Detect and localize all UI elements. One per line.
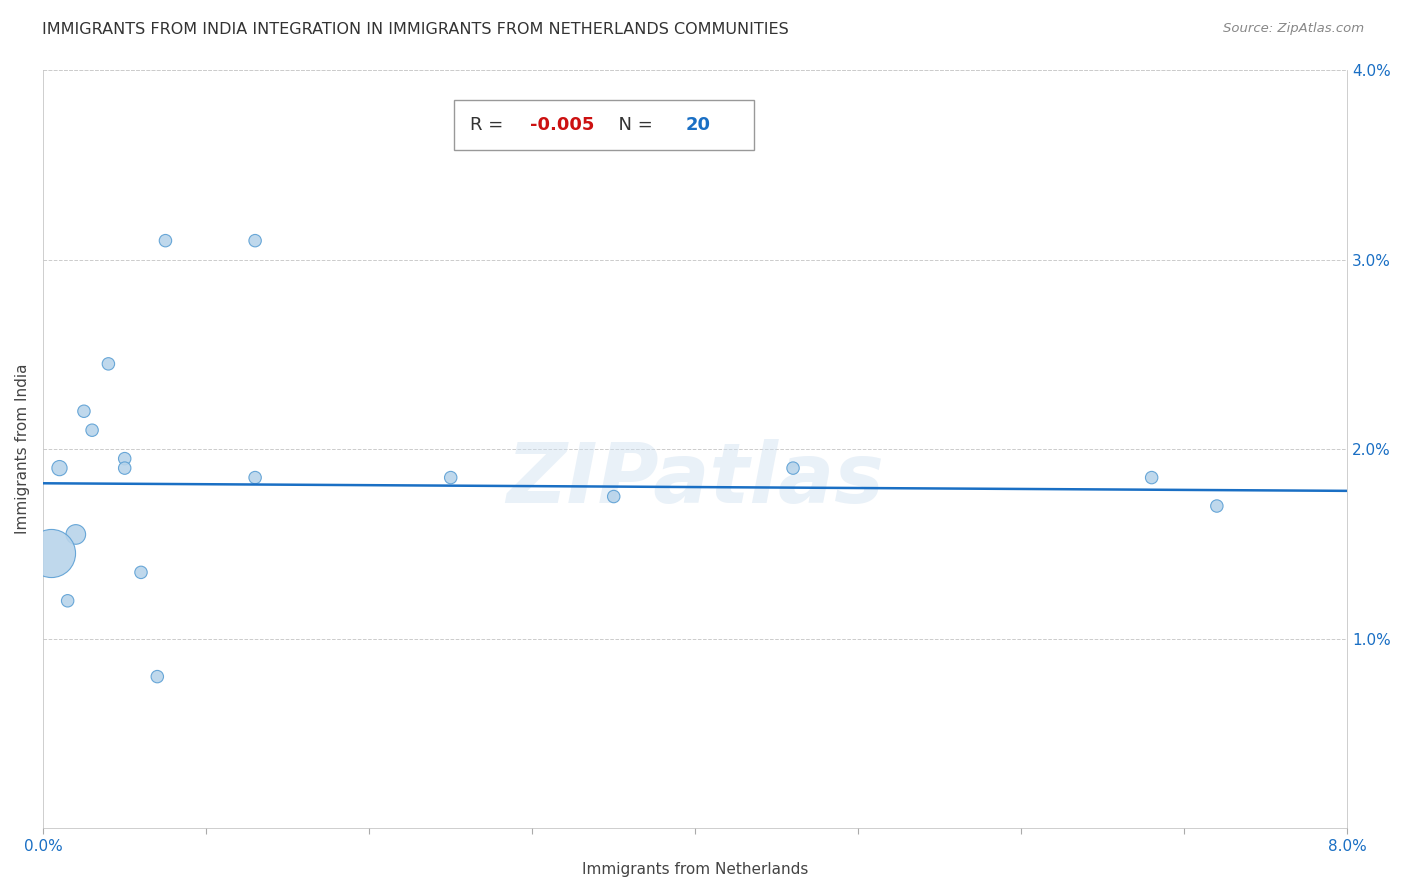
Point — [129, 566, 152, 580]
Text: Source: ZipAtlas.com: Source: ZipAtlas.com — [1223, 22, 1364, 36]
Point — [73, 404, 96, 418]
Point — [97, 357, 120, 371]
Point — [146, 670, 169, 684]
Point — [48, 461, 70, 475]
Point — [1205, 499, 1227, 513]
Point — [41, 546, 63, 560]
Y-axis label: Immigrants from India: Immigrants from India — [15, 364, 30, 534]
Point — [603, 490, 626, 504]
Text: -0.005: -0.005 — [530, 116, 593, 134]
Text: ZIPatlas: ZIPatlas — [506, 439, 884, 520]
Point — [1140, 470, 1163, 484]
Text: 20: 20 — [686, 116, 711, 134]
Point — [56, 594, 79, 608]
FancyBboxPatch shape — [454, 101, 754, 150]
Text: IMMIGRANTS FROM INDIA INTEGRATION IN IMMIGRANTS FROM NETHERLANDS COMMUNITIES: IMMIGRANTS FROM INDIA INTEGRATION IN IMM… — [42, 22, 789, 37]
Point — [243, 470, 266, 484]
Text: N =: N = — [606, 116, 658, 134]
Point — [440, 470, 463, 484]
Point — [82, 423, 104, 437]
Point — [155, 234, 177, 248]
Point — [114, 451, 136, 466]
Point — [243, 234, 266, 248]
Point — [65, 527, 87, 541]
Point — [114, 461, 136, 475]
Point — [782, 461, 804, 475]
X-axis label: Immigrants from Netherlands: Immigrants from Netherlands — [582, 862, 808, 877]
Text: R =: R = — [470, 116, 509, 134]
